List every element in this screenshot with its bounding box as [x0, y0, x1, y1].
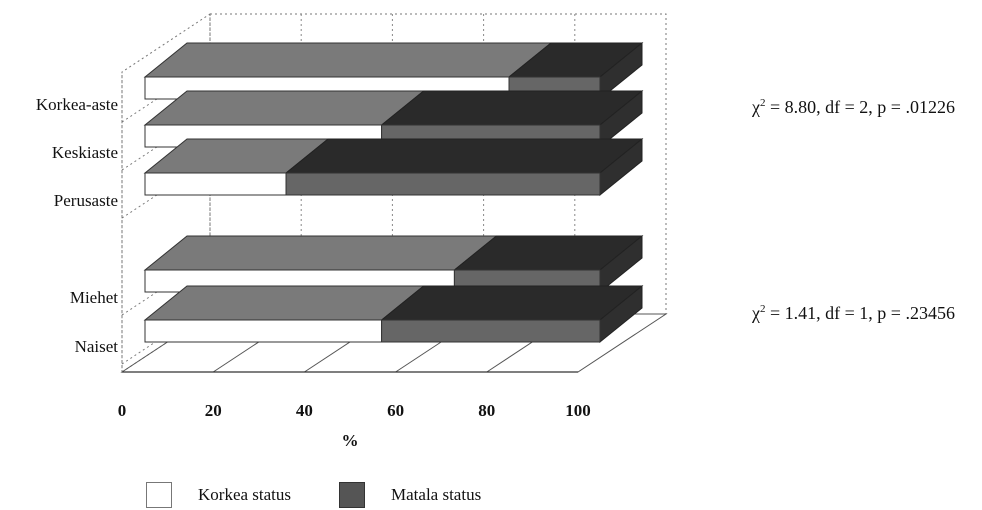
bar-top-korkea-korkea-aste — [143, 42, 553, 78]
legend-label-korkea: Korkea status — [198, 485, 292, 504]
legend-swatch-matala — [339, 482, 366, 508]
bar-matala-naiset — [381, 319, 601, 343]
x-axis-label: % — [342, 431, 359, 450]
chi-square-gender: χ2 = 1.41, df = 1, p = .23456 — [752, 303, 955, 323]
bar-top-korkea-keskiaste — [143, 90, 426, 126]
tick-label: 0 — [118, 401, 127, 420]
legend-item-korkea-status: Korkea status — [146, 482, 291, 508]
bar-matala-perusaste — [285, 172, 601, 196]
legend-item-matala-status: Matala status — [339, 482, 481, 508]
legend: Korkea status Matala status — [146, 480, 529, 510]
bar-top-matala-naiset — [380, 285, 644, 321]
bar-top-matala-keskiaste — [380, 90, 644, 126]
tick-label: 100 — [565, 401, 591, 420]
tick-label: 60 — [387, 401, 404, 420]
tick-label: 40 — [296, 401, 313, 420]
category-label: Naiset — [75, 337, 119, 356]
bar-top-korkea-miehet — [143, 235, 498, 271]
category-label: Miehet — [70, 288, 118, 307]
category-label: Korkea-aste — [36, 95, 118, 114]
bar-top-matala-perusaste — [284, 138, 644, 174]
chi-square-education: χ2 = 8.80, df = 2, p = .01226 — [752, 97, 955, 117]
category-label: Keskiaste — [52, 143, 118, 162]
bar-korkea-perusaste — [144, 172, 287, 196]
tick-label: 20 — [205, 401, 222, 420]
bar-top-korkea-naiset — [143, 285, 426, 321]
category-label: Perusaste — [54, 191, 118, 210]
tick-label: 80 — [478, 401, 495, 420]
legend-swatch-korkea — [146, 482, 172, 508]
legend-label-matala: Matala status — [391, 485, 482, 504]
bar-korkea-naiset — [144, 319, 383, 343]
